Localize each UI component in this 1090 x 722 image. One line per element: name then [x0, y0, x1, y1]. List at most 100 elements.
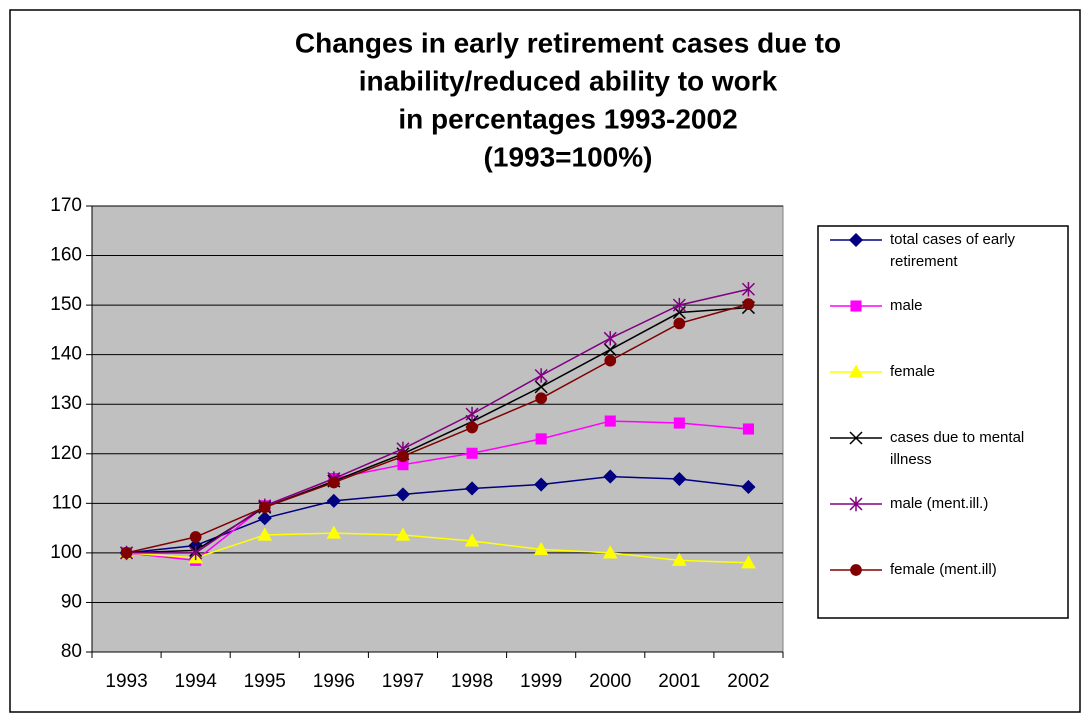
- marker: [850, 564, 862, 576]
- marker: [464, 533, 480, 547]
- y-tick-label: 120: [50, 443, 82, 464]
- marker: [466, 421, 478, 434]
- marker: [603, 469, 618, 484]
- marker: [466, 447, 478, 459]
- series-line: [126, 420, 749, 562]
- x-tick-label: 1994: [175, 671, 218, 692]
- marker: [258, 501, 271, 514]
- marker-shape: [534, 477, 549, 492]
- marker: [465, 406, 479, 422]
- legend-label: cases due to mental illness: [890, 429, 1025, 468]
- marker: [673, 417, 685, 429]
- marker-shape: [603, 343, 617, 357]
- marker-shape: [602, 545, 618, 559]
- marker: [849, 496, 863, 512]
- marker-shape: [257, 527, 273, 541]
- marker-shape: [673, 317, 686, 330]
- marker-shape: [742, 298, 755, 310]
- x-tick-label: 1993: [105, 671, 147, 692]
- marker-shape: [326, 493, 341, 508]
- marker-shape: [326, 525, 342, 539]
- marker-shape: [741, 282, 755, 297]
- marker: [848, 232, 864, 248]
- marker-shape: [397, 450, 409, 463]
- marker-shape: [850, 564, 862, 576]
- x-tick-label: 1995: [244, 671, 286, 692]
- legend-label: male: [890, 297, 923, 314]
- y-tick-label: 90: [61, 591, 82, 612]
- x-tick-label: 1998: [451, 671, 493, 692]
- marker: [848, 364, 864, 378]
- y-tick-label: 170: [50, 195, 82, 216]
- marker: [604, 415, 616, 427]
- y-tick-label: 100: [50, 542, 82, 563]
- marker-shape: [189, 531, 202, 543]
- marker: [849, 431, 863, 445]
- marker: [326, 525, 342, 539]
- marker-shape: [849, 496, 863, 512]
- marker: [395, 487, 411, 502]
- marker: [604, 354, 617, 367]
- x-tick-label: 2002: [727, 671, 769, 692]
- series-line: [126, 303, 749, 554]
- marker-shape: [604, 415, 616, 427]
- legend-label: female: [890, 363, 936, 380]
- chart-title: Changes in early retirement cases due to: [295, 27, 841, 58]
- marker: [189, 545, 203, 561]
- y-tick-label: 80: [61, 641, 82, 662]
- marker-shape: [672, 552, 687, 566]
- marker-shape: [534, 368, 548, 383]
- series-line: [126, 475, 749, 554]
- x-tick-label: 2001: [658, 671, 700, 692]
- legend-box: [817, 225, 1069, 619]
- series-line: [126, 532, 749, 564]
- marker-shape: [120, 547, 133, 559]
- marker: [326, 493, 341, 508]
- chart-title: in percentages 1993-2002: [398, 103, 737, 134]
- marker: [534, 368, 548, 383]
- marker-shape: [742, 423, 755, 435]
- marker-shape: [604, 354, 617, 367]
- marker-shape: [466, 421, 478, 434]
- marker-shape: [189, 545, 203, 561]
- marker: [850, 300, 862, 312]
- marker: [672, 552, 687, 566]
- marker-shape: [533, 541, 549, 555]
- marker: [603, 331, 617, 346]
- y-tick-label: 110: [52, 492, 82, 513]
- marker-shape: [603, 331, 617, 346]
- marker: [742, 423, 755, 435]
- marker: [741, 479, 756, 495]
- marker: [741, 555, 756, 569]
- plot-area: [91, 205, 784, 653]
- marker: [189, 531, 202, 543]
- marker: [672, 471, 687, 487]
- marker: [534, 380, 548, 394]
- y-tick-label: 150: [50, 294, 82, 315]
- marker: [120, 547, 133, 559]
- marker-shape: [257, 511, 272, 526]
- marker: [395, 527, 411, 541]
- x-tick-label: 1996: [313, 671, 355, 692]
- marker-shape: [534, 380, 548, 394]
- marker: [672, 297, 686, 313]
- marker: [533, 541, 549, 555]
- marker-shape: [395, 527, 411, 541]
- marker-shape: [848, 232, 864, 248]
- marker-shape: [535, 433, 547, 445]
- marker: [328, 476, 340, 489]
- x-tick-label: 1997: [382, 671, 424, 692]
- marker: [741, 282, 755, 297]
- marker: [397, 450, 409, 463]
- marker: [535, 392, 548, 405]
- marker-shape: [464, 481, 480, 496]
- marker: [673, 317, 686, 330]
- marker: [535, 433, 547, 445]
- marker-shape: [741, 555, 756, 569]
- marker-shape: [849, 431, 863, 445]
- marker-shape: [850, 300, 862, 312]
- y-tick-label: 130: [50, 393, 82, 414]
- y-tick-label: 140: [50, 344, 82, 365]
